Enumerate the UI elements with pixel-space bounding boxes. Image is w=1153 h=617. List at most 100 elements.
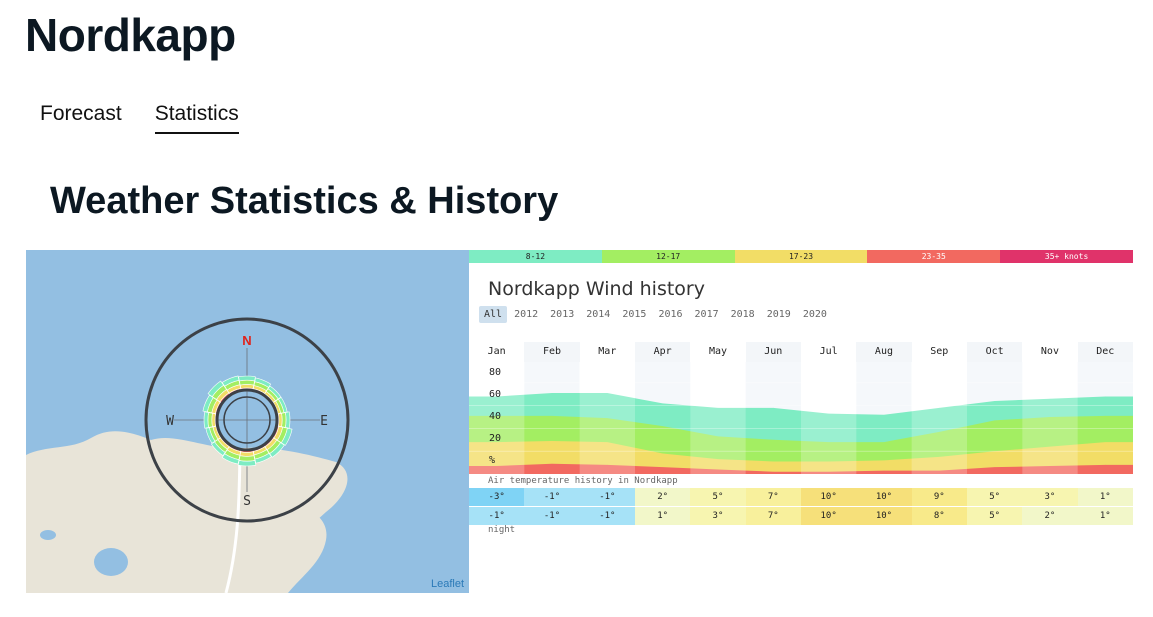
wind-rose-segment: [239, 379, 255, 386]
month-label: Mar: [598, 346, 617, 357]
wind-series-area: [469, 463, 1133, 474]
month-label: Nov: [1040, 346, 1059, 357]
legend-item: 23-35: [867, 250, 1001, 263]
compass-south: S: [243, 494, 251, 509]
month-label: Sep: [930, 346, 949, 357]
y-axis-label: 40: [489, 411, 502, 422]
temperature-night-row: -1° -1° -1° 1° 3° 7° 10° 10° 8° 5° 2° 1°: [469, 507, 1133, 525]
map-canvas: N S E W: [26, 317, 350, 593]
year-option[interactable]: 2012: [514, 309, 539, 320]
night-label: night: [488, 525, 516, 535]
compass-ring: [144, 317, 350, 523]
temperature-cell: 7°: [745, 507, 801, 525]
year-option[interactable]: 2013: [550, 309, 575, 320]
temperature-cell: 10°: [800, 488, 857, 506]
chart-column-overlay: [911, 362, 967, 474]
temperature-cell: 10°: [800, 507, 857, 525]
wind-rose-segment: [210, 441, 226, 457]
wind-rose-segment: [254, 377, 272, 388]
map[interactable]: N S E W Leaflet: [26, 250, 469, 593]
year-option[interactable]: 2019: [766, 309, 791, 320]
wind-rose-segment: [221, 453, 240, 465]
page-title: Nordkapp: [25, 9, 236, 61]
wind-rose-segment: [237, 460, 257, 467]
compass-north: N: [242, 333, 251, 348]
y-axis-label: 60: [489, 389, 502, 400]
wind-rose-segment: [269, 442, 285, 458]
wind-rose-segment: [285, 411, 291, 429]
legend-item: 8-12: [469, 250, 602, 263]
wind-rose-segment: [202, 394, 214, 413]
year-option[interactable]: 2020: [802, 309, 827, 320]
temperature-cell: 5°: [966, 488, 1023, 506]
lake: [94, 548, 128, 576]
temperature-cell: 5°: [690, 488, 746, 506]
year-option[interactable]: 2018: [730, 309, 755, 320]
month-label: Aug: [856, 342, 912, 362]
road: [224, 454, 242, 593]
land-cape: [252, 501, 327, 593]
year-option[interactable]: 2017: [694, 309, 719, 320]
month-label: Jun: [745, 342, 801, 362]
temperature-cell: -1°: [524, 488, 580, 506]
tab-statistics[interactable]: Statistics: [154, 102, 239, 134]
temperature-cell: 1°: [634, 507, 691, 525]
wind-history-chart: [469, 362, 1133, 474]
y-axis-label: 20: [489, 433, 502, 444]
chart-column-overlay: [469, 362, 525, 474]
year-option[interactable]: All: [479, 306, 508, 323]
wind-rose-segment: [205, 427, 216, 444]
wind-rose-segment: [267, 385, 282, 400]
wind-statistics-panel: 8-12 12-17 17-23 23-35 35+ knots Nordkap…: [469, 250, 1133, 550]
wind-rose-segment: [203, 411, 209, 429]
wind-rose-segment: [278, 396, 288, 413]
month-label: Oct: [966, 342, 1023, 362]
temperature-cell: 2°: [634, 488, 691, 506]
chart-column-overlay: [690, 362, 746, 474]
tab-forecast[interactable]: Forecast: [40, 102, 122, 125]
wind-rose-segment: [238, 375, 256, 382]
y-axis-label: 80: [489, 367, 502, 378]
wind-series-area: [469, 440, 1133, 474]
legend-item: 35+ knots: [1000, 250, 1133, 263]
y-axis-label: %: [489, 455, 496, 466]
wind-legend: 8-12 12-17 17-23 23-35 35+ knots: [469, 250, 1133, 263]
wind-rose-segment: [254, 452, 272, 464]
month-header: Jan Feb Mar Apr May Jun Jul Aug Sep Oct …: [469, 342, 1133, 362]
temperature-cell: -1°: [579, 488, 635, 506]
month-label: May: [708, 346, 727, 357]
lake: [40, 530, 56, 540]
chart-column-overlay: [579, 362, 635, 474]
wind-rose-segment: [207, 380, 224, 397]
temperature-title: Air temperature history in Nordkapp: [488, 476, 678, 486]
temperature-cell: 3°: [1022, 488, 1078, 506]
wind-rose-segment: [239, 451, 255, 457]
wind-history-title: Nordkapp Wind history: [488, 278, 705, 300]
wind-rose-segment: [221, 375, 240, 387]
wind-rose-segment: [281, 412, 287, 428]
leaflet-attribution[interactable]: Leaflet: [430, 578, 464, 590]
wind-rose-segment: [280, 427, 293, 446]
temperature-cell: 1°: [1077, 507, 1133, 525]
compass-west: W: [166, 414, 174, 429]
temperature-cell: -1°: [469, 507, 525, 525]
chart-column-overlay: [1022, 362, 1078, 474]
year-option[interactable]: 2015: [622, 309, 647, 320]
month-label: Dec: [1077, 342, 1133, 362]
temperature-day-row: -3° -1° -1° 2° 5° 7° 10° 10° 9° 5° 3° 1°: [469, 488, 1133, 506]
chart-column-overlay: [801, 362, 857, 474]
year-option[interactable]: 2014: [586, 309, 611, 320]
year-option[interactable]: 2016: [658, 309, 683, 320]
tabs: Forecast Statistics: [40, 102, 239, 134]
legend-item: 12-17: [601, 250, 735, 263]
temperature-cell: -3°: [469, 488, 525, 506]
section-heading: Weather Statistics & History: [50, 180, 559, 222]
temperature-cell: 2°: [1022, 507, 1078, 525]
compass-east: E: [320, 414, 328, 429]
legend-item: 17-23: [734, 250, 868, 263]
temperature-cell: 10°: [856, 488, 912, 506]
temperature-cell: 1°: [1077, 488, 1133, 506]
temperature-cell: 9°: [911, 488, 967, 506]
month-label: Jan: [487, 346, 506, 357]
wind-rose: [202, 375, 293, 467]
